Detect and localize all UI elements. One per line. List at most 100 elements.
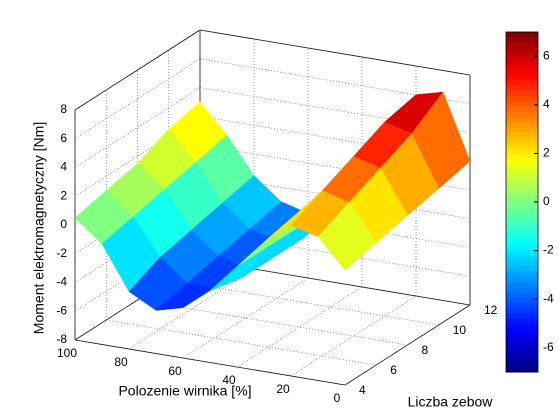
colorbar-stripe (506, 117, 538, 123)
x-tick-label: 40 (222, 373, 236, 387)
colorbar-stripe (506, 42, 538, 49)
colorbar-stripe (506, 297, 538, 304)
y-tick-label: 12 (484, 303, 498, 317)
colorbar-stripe (506, 255, 538, 261)
grid-line (236, 286, 363, 368)
colorbar-stripe (506, 175, 538, 182)
colorbar-stripe (506, 148, 538, 155)
x-tick-label: 100 (57, 346, 77, 360)
colorbar-tick-label: -4 (543, 291, 554, 305)
z-tick-label: -6 (56, 303, 67, 317)
z-tick-label: 4 (60, 160, 67, 174)
colorbar-stripe (506, 47, 538, 54)
colorbar-stripe (506, 324, 538, 330)
colorbar-stripe (506, 170, 538, 176)
colorbar-stripe (506, 154, 538, 160)
colorbar-stripe (506, 37, 538, 44)
colorbar-stripe (506, 207, 538, 214)
x-tick-label: 20 (276, 382, 290, 396)
z-tick-label: -8 (56, 332, 67, 346)
colorbar-tick-label: 4 (543, 97, 550, 111)
colorbar-stripe (506, 244, 538, 251)
colorbar-stripe (506, 202, 538, 208)
colorbar-stripe (506, 233, 538, 240)
y-tick-label: 4 (359, 383, 366, 397)
colorbar-stripe (506, 132, 538, 139)
colorbar-stripe (506, 74, 538, 81)
z-tick-label: 8 (60, 102, 67, 116)
colorbar-stripe (506, 186, 538, 192)
colorbar-stripe (506, 90, 538, 97)
grid-line (74, 87, 201, 168)
colorbar-stripe (506, 138, 538, 145)
colorbar-stripe (506, 318, 538, 325)
colorbar-stripe (506, 111, 538, 118)
colorbar-stripe (506, 356, 538, 362)
colorbar-stripe (506, 196, 538, 203)
grid-line (182, 277, 309, 359)
grid-line (344, 304, 471, 386)
colorbar-stripe (506, 143, 538, 150)
colorbar-stripe (506, 191, 538, 198)
colorbar-stripe (506, 228, 538, 235)
colorbar-stripe (506, 85, 538, 91)
y-tick-label: 10 (453, 323, 467, 337)
colorbar-stripe (506, 292, 538, 299)
x-axis-label: Polozenie wirnika [%] (118, 383, 251, 399)
colorbar-stripe (506, 249, 538, 256)
z-tick-label: 0 (60, 217, 67, 231)
grid-line (106, 319, 377, 366)
colorbar-stripe (506, 223, 538, 230)
colorbar-stripe (506, 95, 538, 102)
colorbar-stripe (506, 217, 538, 224)
colorbar-stripe (506, 32, 538, 38)
grid-line (290, 295, 417, 377)
colorbar-stripe (506, 122, 538, 129)
colorbar-stripe (506, 63, 538, 70)
box-edge (199, 29, 471, 76)
colorbar-stripe (506, 276, 538, 283)
colorbar-stripe (506, 340, 538, 346)
colorbar-stripe (506, 302, 538, 309)
colorbar-stripe (506, 79, 538, 86)
y-tick-label: 8 (422, 343, 429, 357)
colorbar-stripe (506, 366, 538, 373)
colorbar-stripe (506, 239, 538, 245)
colorbar-stripe (506, 180, 538, 187)
grid-line (74, 339, 346, 386)
colorbar-stripe (506, 361, 538, 368)
colorbar-stripe (506, 212, 538, 219)
grid-line (199, 29, 471, 76)
colorbar-stripe (506, 164, 538, 171)
colorbar-stripe (506, 69, 538, 75)
grid-line (74, 29, 201, 111)
colorbar-stripe (506, 106, 538, 113)
z-tick-label: 2 (60, 188, 67, 202)
colorbar-stripe (506, 287, 538, 293)
grid-line (74, 58, 201, 140)
colorbar-stripe (506, 350, 538, 357)
colorbar-stripe (506, 260, 538, 267)
colorbar-stripe (506, 308, 538, 315)
colorbar-stripe (506, 281, 538, 288)
colorbar-stripe (506, 329, 538, 336)
colorbar-tick-label: -2 (543, 243, 554, 257)
colorbar-tick-label: 6 (543, 48, 550, 62)
z-tick-label: -4 (56, 275, 67, 289)
colorbar-tick-label: -6 (543, 340, 554, 354)
colorbar-stripe (506, 127, 538, 134)
x-tick-label: 80 (114, 355, 128, 369)
colorbar-stripe (506, 159, 538, 166)
z-axis-label: Moment elektromagnetyczny [Nm] (31, 122, 47, 334)
colorbar-stripe (506, 345, 538, 352)
colorbar-tick-label: 0 (543, 194, 550, 208)
x-tick-label: 0 (334, 391, 341, 405)
surface-cell (317, 201, 377, 271)
colorbar-stripe (506, 53, 538, 60)
colorbar-stripe (506, 101, 538, 107)
x-tick-label: 60 (168, 364, 182, 378)
colorbar-stripe (506, 265, 538, 272)
colorbar-stripe (506, 313, 538, 320)
colorbar-stripe (506, 334, 538, 341)
